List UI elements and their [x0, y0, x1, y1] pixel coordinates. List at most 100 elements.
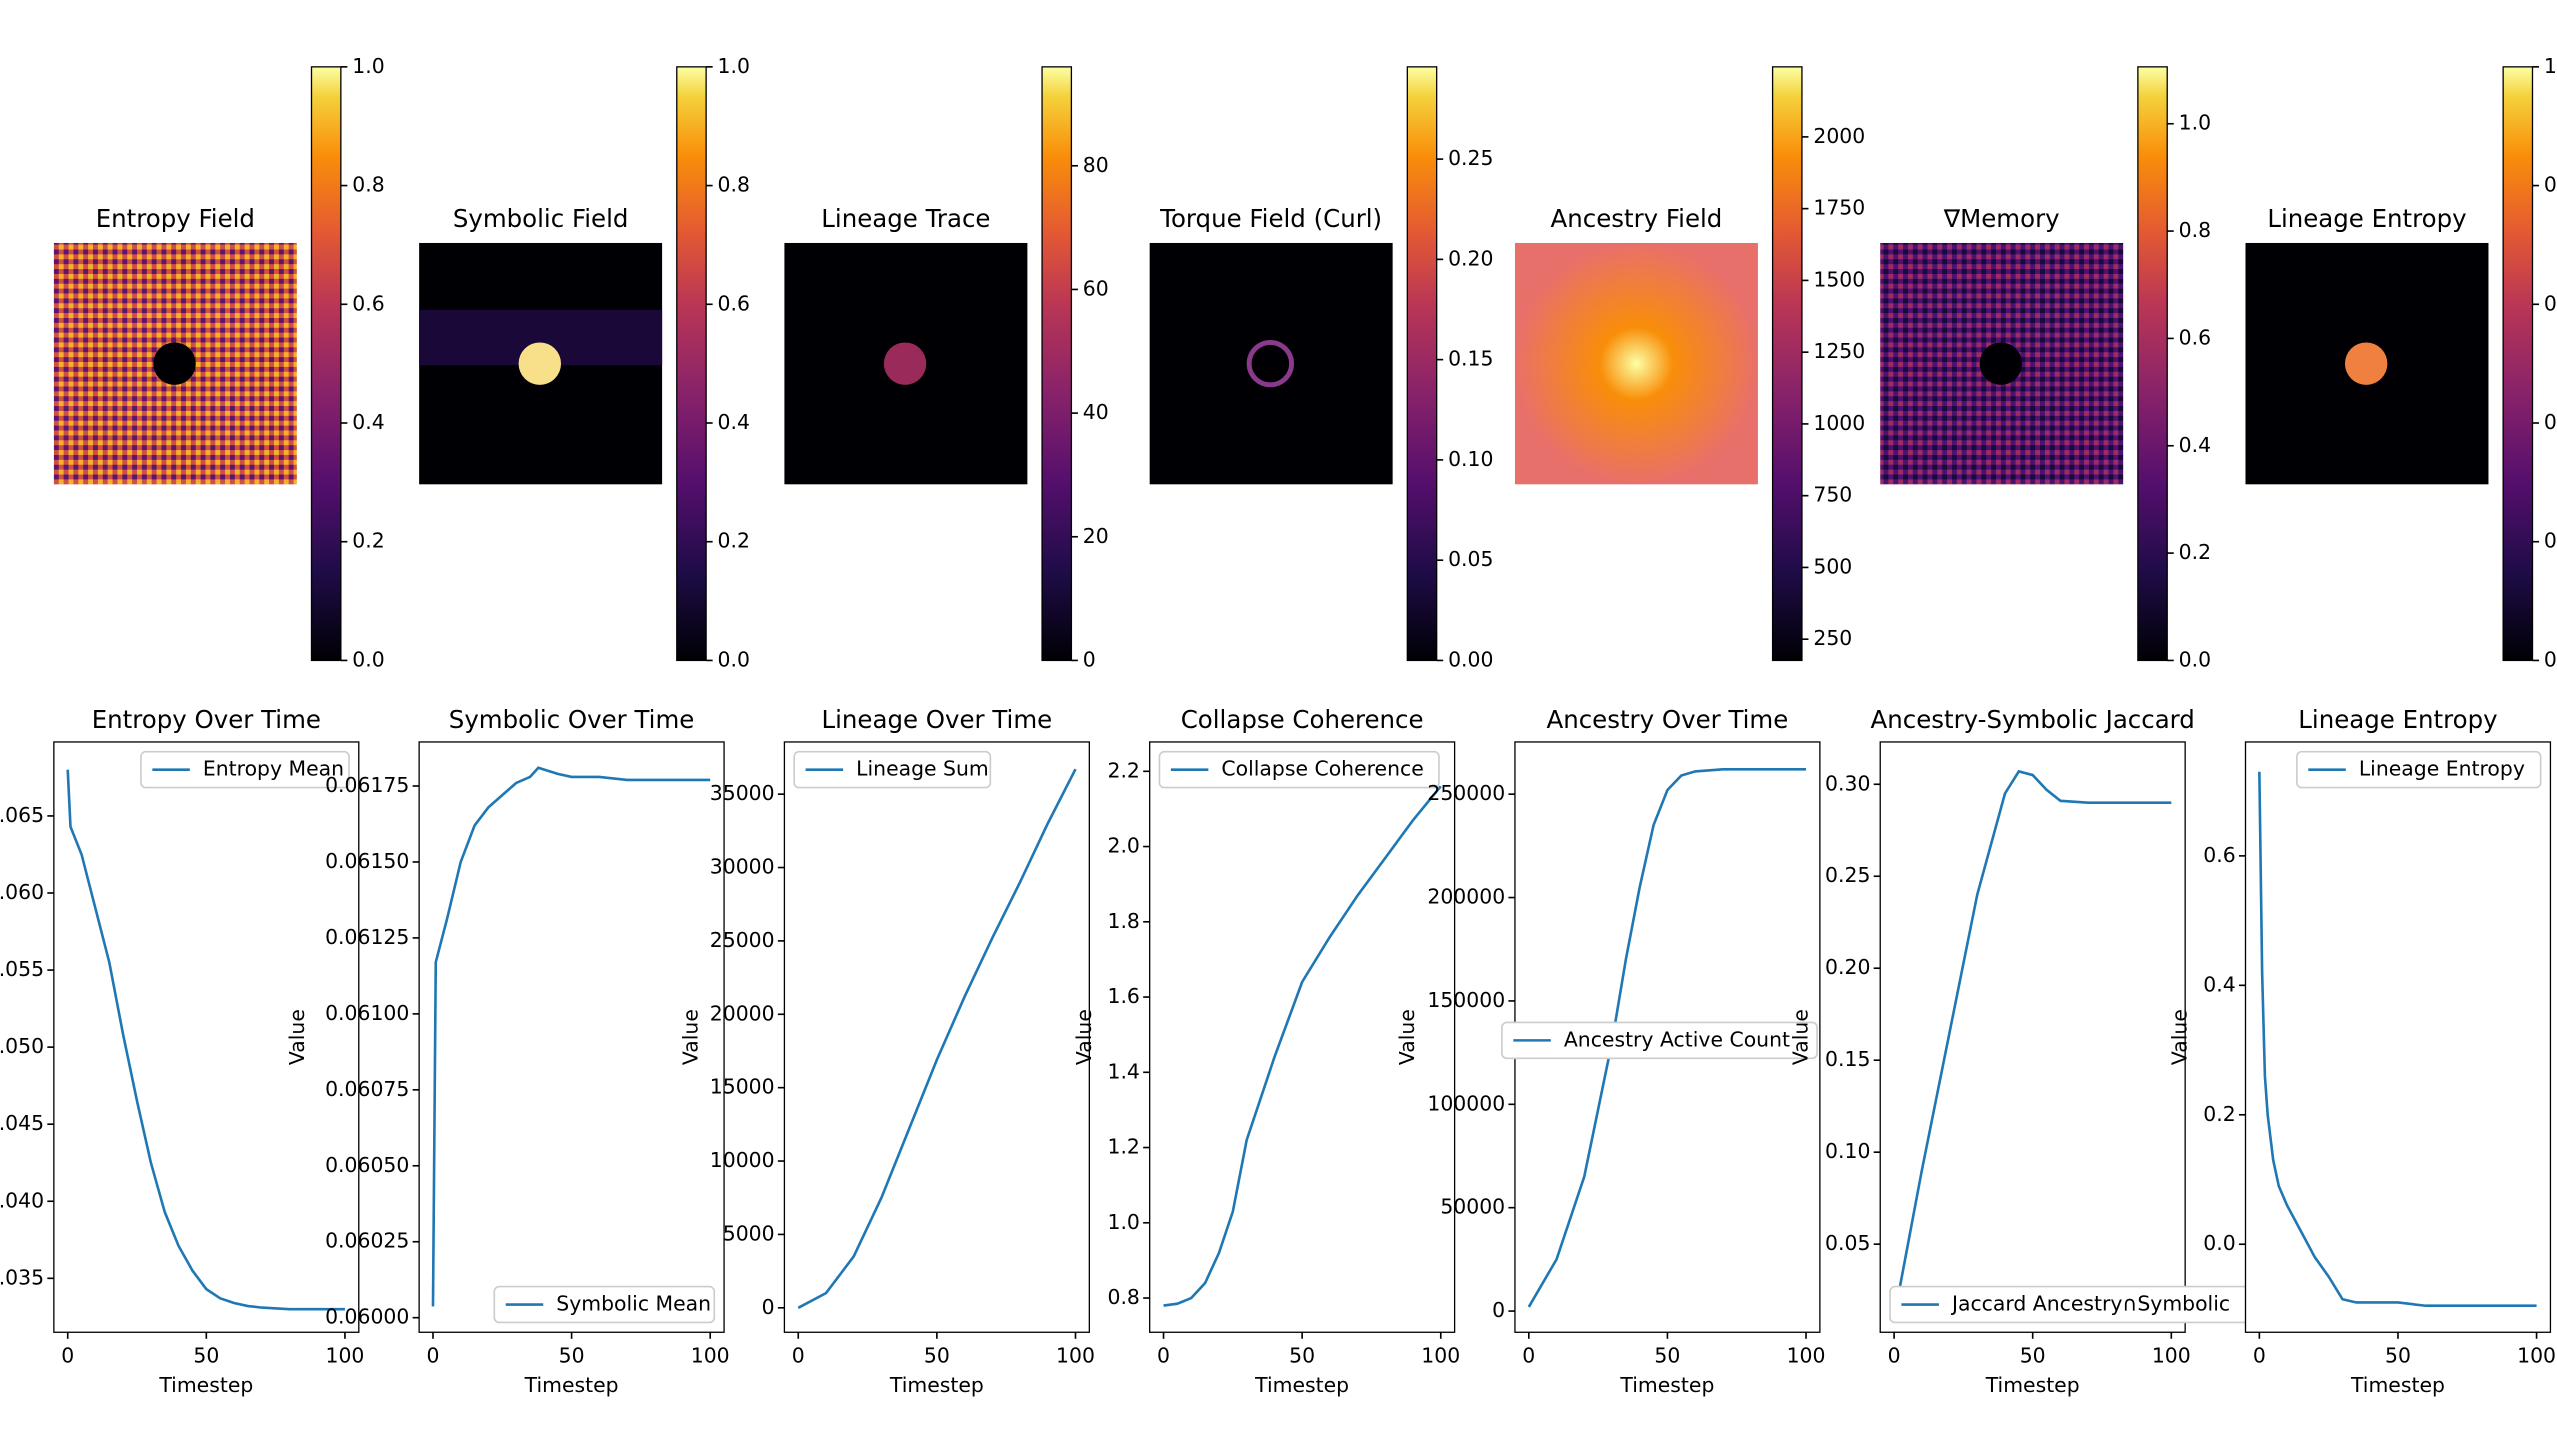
- colorbar-tick-label: 0.00: [1448, 647, 1493, 671]
- y-tick-label: 0.065: [0, 803, 44, 827]
- colorbar: [2502, 66, 2534, 662]
- chart-title: Lineage Entropy: [2298, 705, 2497, 734]
- series-line: [431, 766, 711, 1307]
- y-tick-label: 0: [1492, 1298, 1505, 1322]
- y-tick-label: 1.0: [1107, 1210, 1139, 1234]
- chart-title: Ancestry Over Time: [1547, 705, 1789, 734]
- y-tick-label: 0.15: [1825, 1047, 1870, 1071]
- colorbar-tick-label: 750: [1813, 483, 1852, 507]
- y-tick-label: 0.25: [1825, 863, 1870, 887]
- y-axis-label: Value: [1788, 1009, 1812, 1065]
- legend-label: Entropy Mean: [203, 757, 344, 781]
- heatmap-ring: [1246, 339, 1294, 388]
- x-axis-label: Timestep: [1254, 1373, 1349, 1397]
- x-axis-label: Timestep: [2350, 1373, 2445, 1397]
- chart-title: Lineage Over Time: [822, 705, 1053, 734]
- heatmap-blob: [2344, 342, 2388, 385]
- axes: [1879, 741, 2186, 1333]
- y-tick-label: 0.06000: [325, 1305, 409, 1329]
- x-tick-label: 50: [559, 1344, 585, 1368]
- x-axis-label: Timestep: [524, 1373, 619, 1397]
- colorbar-tick-label: 1.0: [352, 54, 384, 78]
- y-tick-label: 5000: [723, 1221, 775, 1245]
- y-tick-label: 0.8: [1107, 1285, 1139, 1309]
- chart-title: Ancestry-Symbolic Jaccard: [1871, 705, 2195, 734]
- y-tick-label: 0.06050: [325, 1153, 409, 1177]
- colorbar: [2137, 66, 2168, 662]
- x-tick-label: 0: [61, 1344, 74, 1368]
- y-tick-label: 0.06150: [325, 849, 409, 873]
- x-tick-label: 0: [1157, 1344, 1170, 1368]
- y-tick-label: 0.060: [0, 880, 44, 904]
- x-axis-label: Timestep: [1985, 1373, 2080, 1397]
- legend-box: [140, 750, 350, 789]
- colorbar-tick-label: 1.0: [718, 54, 750, 78]
- y-tick-label: 50000: [1440, 1195, 1505, 1219]
- colorbar-tick-label: 0.15: [1448, 347, 1493, 371]
- y-tick-label: 0.4: [2203, 972, 2235, 996]
- x-tick-label: 0: [792, 1344, 805, 1368]
- legend: Collapse Coherence: [1158, 750, 1440, 789]
- colorbar-tick-label: 0.8: [352, 173, 384, 197]
- colorbar-tick-label: 0.6: [352, 291, 384, 315]
- colorbar-tick-label: 0.05: [1448, 547, 1493, 571]
- legend: Ancestry Active Count: [1501, 1021, 1818, 1060]
- x-tick-label: 50: [193, 1344, 219, 1368]
- x-axis-label: Timestep: [889, 1373, 984, 1397]
- series-line: [1892, 769, 2172, 1318]
- colorbar-tick-label: 1000: [1813, 411, 1865, 435]
- y-tick-label: 2.0: [1107, 834, 1139, 858]
- heatmap-title: Torque Field (Curl): [1159, 204, 1382, 233]
- heatmap-blob: [518, 342, 561, 385]
- x-tick-label: 100: [1056, 1344, 1095, 1368]
- colorbar: [1406, 66, 1438, 662]
- heatmap-blob: [153, 342, 196, 385]
- legend-label: Collapse Coherence: [1221, 757, 1423, 781]
- colorbar-tick-label: 80: [1083, 153, 1109, 177]
- heatmap-title: Entropy Field: [96, 204, 255, 233]
- colorbar-tick-label: 0.0: [2544, 647, 2557, 671]
- x-tick-label: 50: [2385, 1344, 2411, 1368]
- colorbar-tick-label: 0.0: [2179, 647, 2211, 671]
- x-tick-label: 0: [1522, 1344, 1535, 1368]
- series-line: [1163, 785, 1442, 1307]
- y-tick-label: 0.05: [1825, 1231, 1870, 1255]
- heatmap-title: ∇Memory: [1943, 204, 2060, 233]
- y-tick-label: 2.2: [1107, 758, 1139, 782]
- y-tick-label: 200000: [1427, 885, 1505, 909]
- y-tick-label: 0.06100: [325, 1001, 409, 1025]
- y-tick-label: 0.06125: [325, 925, 409, 949]
- colorbar-tick-label: 0.4: [2179, 433, 2211, 457]
- legend: Lineage Entropy: [2296, 750, 2542, 789]
- heatmap-image: [1514, 242, 1758, 485]
- colorbar-tick-label: 0.2: [718, 529, 750, 553]
- y-tick-label: 0.06025: [325, 1229, 409, 1253]
- x-tick-label: 50: [924, 1344, 950, 1368]
- y-tick-label: 0.30: [1825, 771, 1870, 795]
- colorbar-tick-label: 0.6: [718, 291, 750, 315]
- colorbar-tick-label: 0.20: [1448, 246, 1493, 270]
- x-tick-label: 50: [1289, 1344, 1315, 1368]
- y-tick-label: 0.040: [0, 1188, 44, 1212]
- y-tick-label: 0: [762, 1295, 775, 1319]
- x-tick-label: 100: [1787, 1344, 1826, 1368]
- colorbar-tick-label: 0.25: [1448, 146, 1493, 170]
- colorbar-tick-label: 0.8: [718, 173, 750, 197]
- colorbar-tick-label: 1500: [1813, 267, 1865, 291]
- legend-box: [2296, 750, 2542, 789]
- chart-title: Symbolic Over Time: [449, 705, 695, 734]
- colorbar-tick-label: 0: [1083, 647, 1096, 671]
- colorbar-tick-label: 0.4: [352, 410, 384, 434]
- legend-label: Lineage Entropy: [2359, 757, 2525, 781]
- y-tick-label: 15000: [710, 1075, 775, 1099]
- colorbar-tick-label: 2000: [1813, 124, 1865, 148]
- heatmap-image: [1149, 242, 1393, 485]
- x-tick-label: 100: [325, 1344, 364, 1368]
- y-tick-label: 1.8: [1107, 909, 1139, 933]
- x-tick-label: 0: [427, 1344, 440, 1368]
- y-tick-label: 0.2: [2203, 1102, 2235, 1126]
- y-tick-label: 0.050: [0, 1034, 44, 1058]
- legend-label: Lineage Sum: [856, 757, 989, 781]
